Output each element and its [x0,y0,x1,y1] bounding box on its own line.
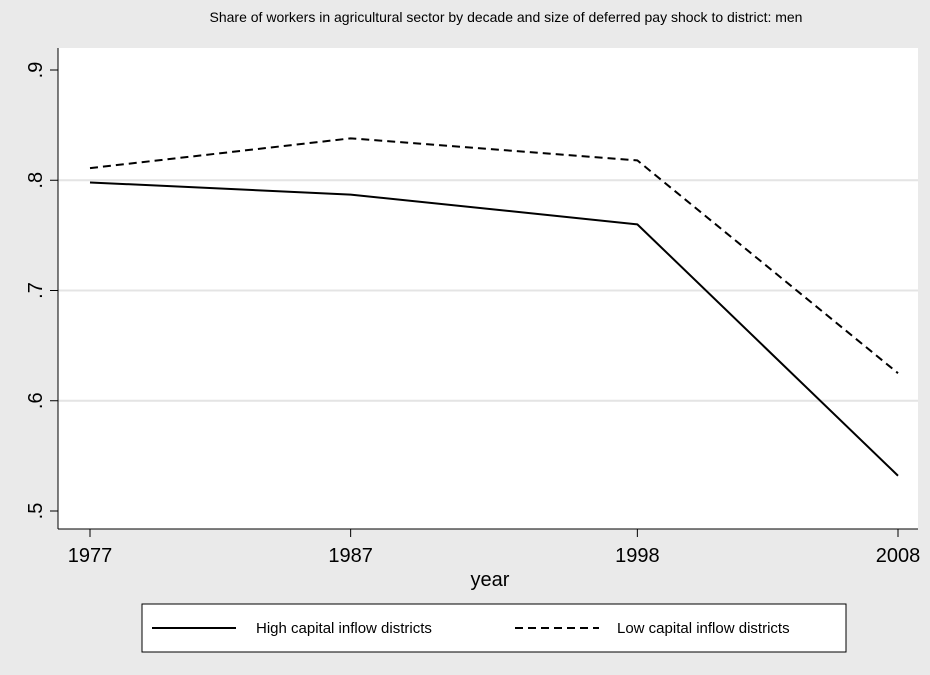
legend: High capital inflow districts Low capita… [141,603,847,653]
y-tick-label: .9 [25,62,47,79]
chart-title: Share of workers in agricultural sector … [210,9,803,25]
series-line-low [89,137,899,374]
x-tick-label: 1977 [68,545,113,567]
plot-area [58,48,918,529]
series-line-high [89,181,899,477]
legend-label-high: High capital inflow districts [256,620,432,637]
x-axis-label: year [471,569,510,591]
legend-label-low: Low capital inflow districts [617,620,790,637]
x-tick-label: 1987 [328,545,373,567]
x-tick-label: 2008 [876,545,921,567]
y-axis-ticks: .5 .6 .7 .8 .9 [25,62,58,520]
y-tick-label: .7 [25,282,47,299]
x-tick-label: 1998 [615,545,660,567]
y-tick-label: .8 [25,172,47,189]
grid-lines [58,179,918,402]
series-lines [89,137,899,477]
y-tick-label: .5 [25,503,47,520]
legend-box [141,603,847,653]
x-axis-ticks: 1977 1987 1998 2008 [68,529,921,567]
y-tick-label: .6 [25,392,47,409]
